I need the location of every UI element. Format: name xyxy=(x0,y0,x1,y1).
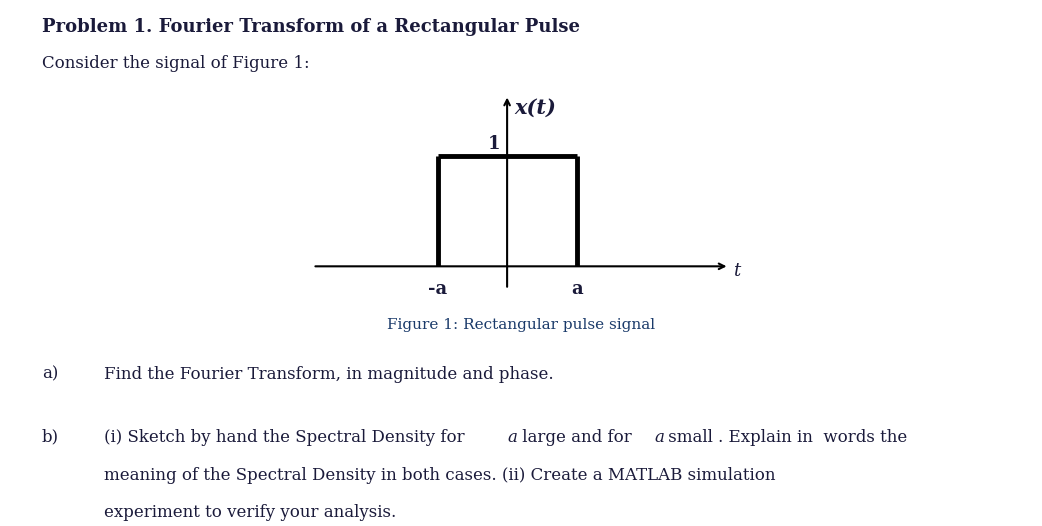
Text: large and for: large and for xyxy=(517,429,637,446)
Text: t: t xyxy=(733,262,740,280)
Text: . Explain in  words the: . Explain in words the xyxy=(718,429,908,446)
Text: small: small xyxy=(664,429,713,446)
Text: a: a xyxy=(654,429,664,446)
Text: a: a xyxy=(507,429,518,446)
Text: Figure 1: Rectangular pulse signal: Figure 1: Rectangular pulse signal xyxy=(387,318,655,332)
Text: x(t): x(t) xyxy=(514,98,556,118)
Text: 1: 1 xyxy=(488,135,500,154)
Text: (i) Sketch by hand the Spectral Density for: (i) Sketch by hand the Spectral Density … xyxy=(104,429,470,446)
Text: Problem 1. Fourier Transform of a Rectangular Pulse: Problem 1. Fourier Transform of a Rectan… xyxy=(42,18,579,36)
Text: a): a) xyxy=(42,366,58,382)
Text: Consider the signal of Figure 1:: Consider the signal of Figure 1: xyxy=(42,55,309,72)
Text: experiment to verify your analysis.: experiment to verify your analysis. xyxy=(104,504,396,521)
Text: meaning of the Spectral Density in both cases. (ii) Create a MATLAB simulation: meaning of the Spectral Density in both … xyxy=(104,467,775,483)
Text: Find the Fourier Transform, in magnitude and phase.: Find the Fourier Transform, in magnitude… xyxy=(104,366,554,382)
Text: b): b) xyxy=(42,429,58,446)
Text: -a: -a xyxy=(428,280,447,298)
Text: a: a xyxy=(571,280,582,298)
